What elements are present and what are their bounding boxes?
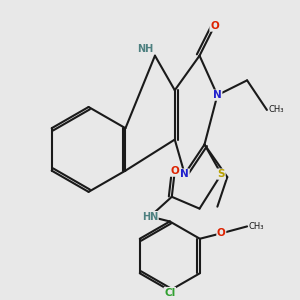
- Text: HN: HN: [142, 212, 158, 221]
- Text: O: O: [210, 21, 219, 31]
- Text: CH₃: CH₃: [268, 105, 284, 114]
- Text: N: N: [213, 90, 222, 100]
- Text: N: N: [180, 169, 189, 179]
- Text: CH₃: CH₃: [249, 222, 264, 231]
- Text: NH: NH: [137, 44, 153, 54]
- Text: O: O: [217, 228, 226, 238]
- Text: Cl: Cl: [164, 287, 176, 298]
- Text: S: S: [218, 169, 225, 179]
- Text: O: O: [170, 166, 179, 176]
